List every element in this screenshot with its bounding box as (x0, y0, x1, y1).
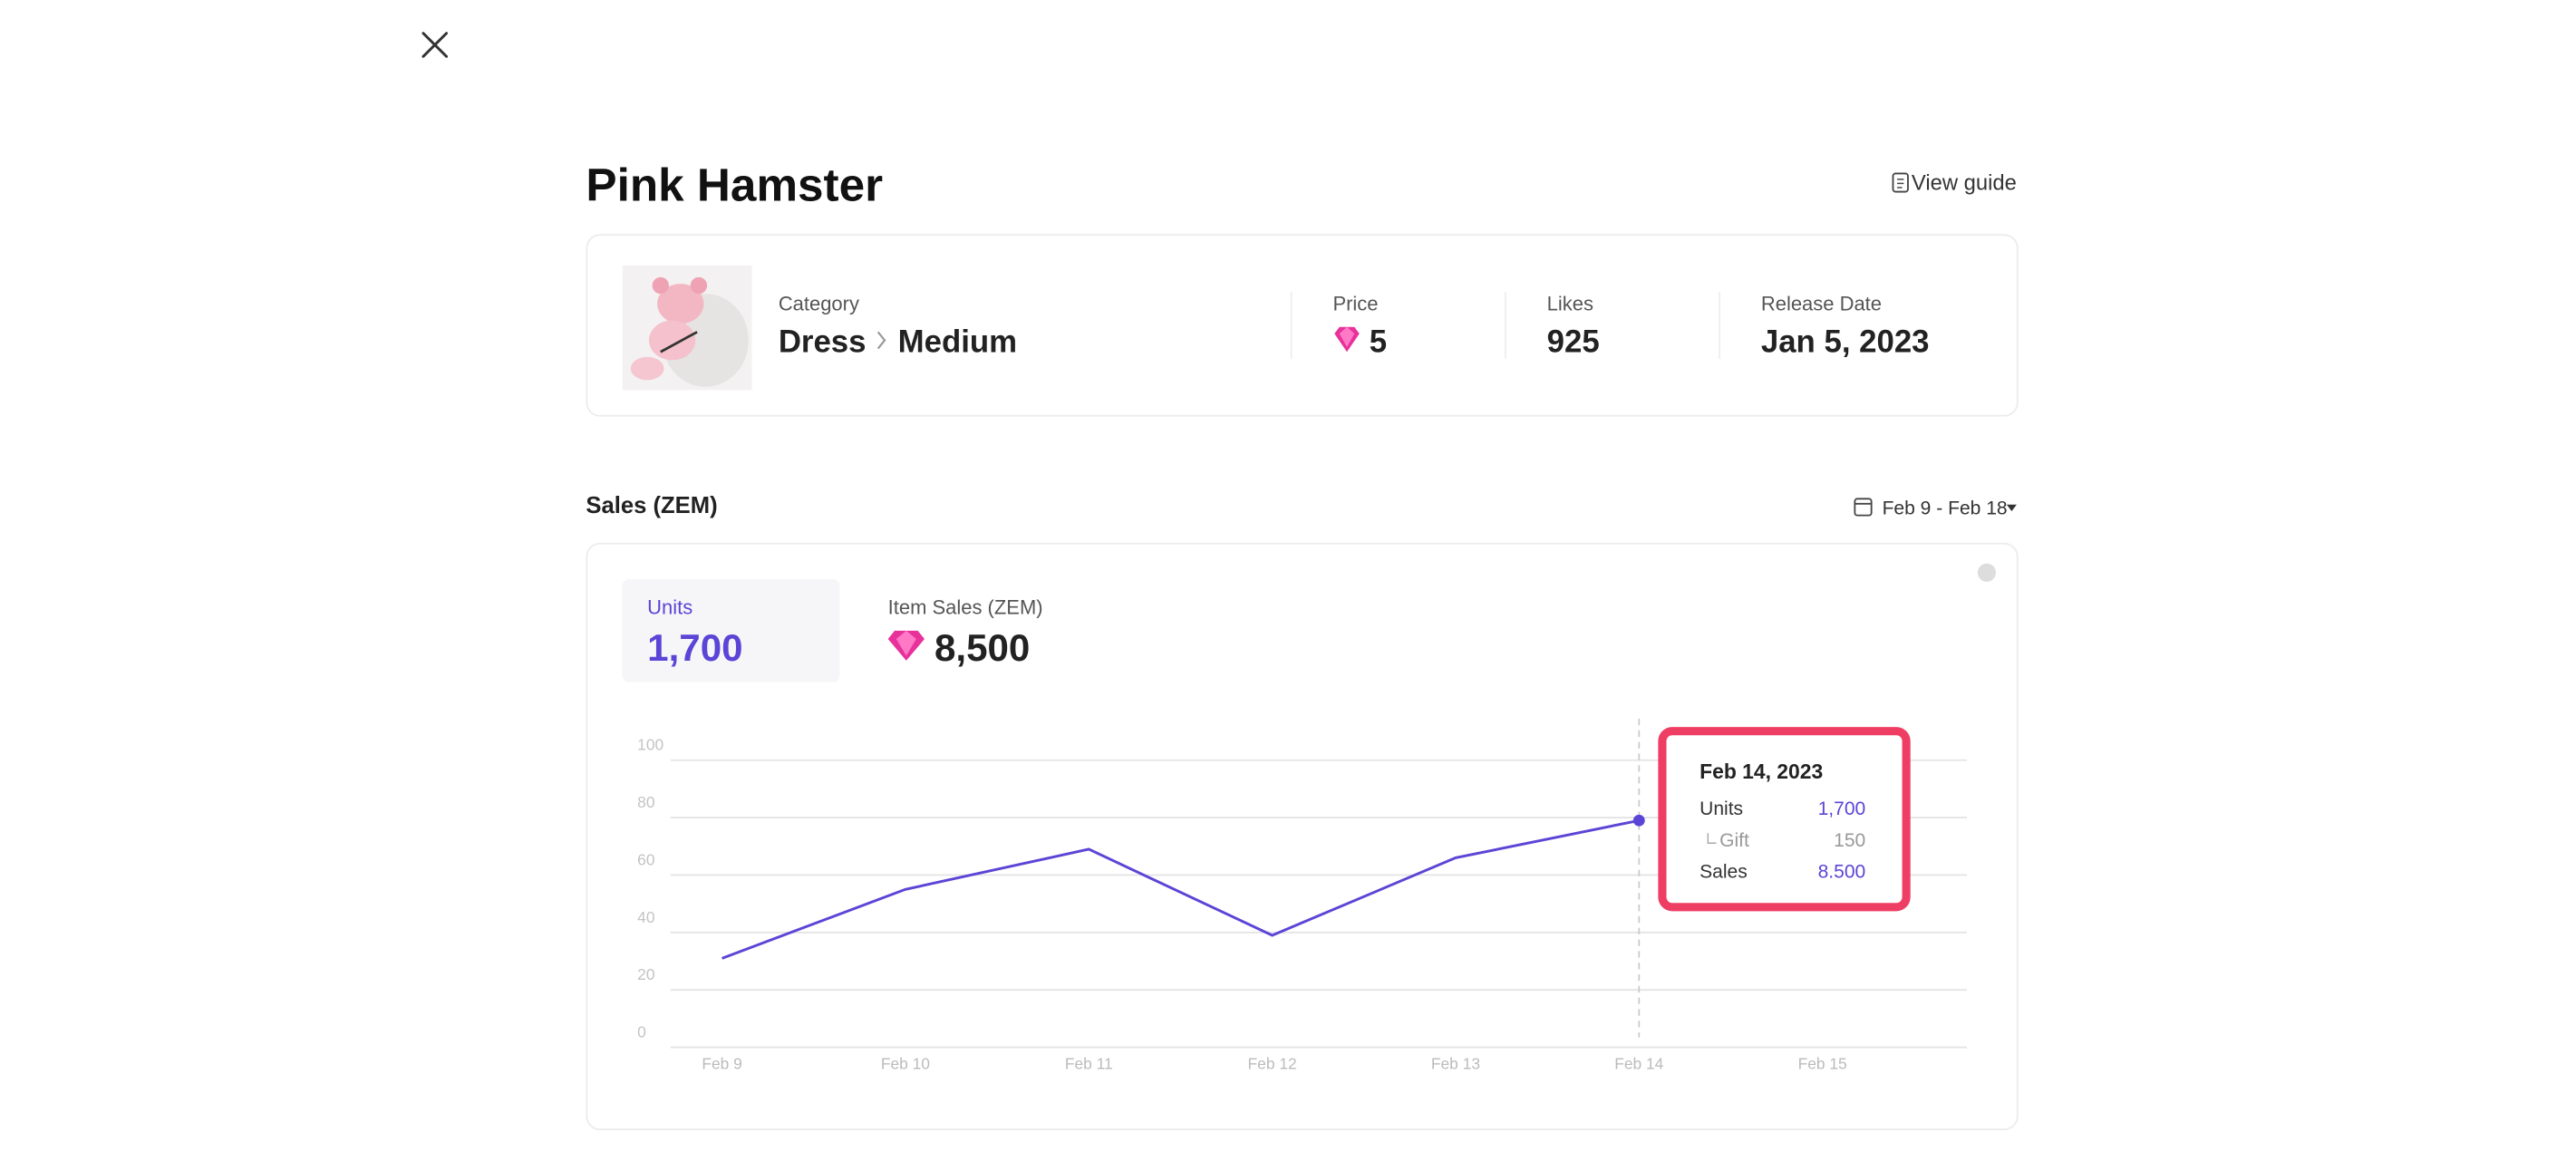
item-card (586, 234, 2019, 417)
x-tick-label: Feb 10 (881, 1054, 930, 1072)
x-tick-label: Feb 15 (1798, 1054, 1847, 1072)
y-tick-label: 40 (637, 908, 654, 926)
gem-highlight (896, 630, 916, 656)
item-image (622, 266, 752, 391)
x-tick-label: Feb 14 (1614, 1054, 1663, 1072)
tooltip-row-value: 150 (1834, 830, 1865, 851)
release-date: Jan 5, 2023 (1761, 324, 1930, 359)
tooltip-date: Feb 14, 2023 (1700, 760, 1823, 783)
item-sales-label: Item Sales (ZEM) (888, 596, 1043, 619)
subcategory: Medium (898, 324, 1017, 359)
hover-point (1632, 814, 1645, 827)
date-range-picker[interactable]: Feb 9 - Feb 18 (1854, 498, 2017, 519)
tooltip: Feb 14, 2023 Units 1,700 Gift 150 Sales … (1658, 727, 1911, 912)
page-title: Pink Hamster (586, 160, 883, 211)
likes: 925 (1547, 324, 1600, 359)
view-guide-label[interactable]: View guide (1912, 171, 2017, 196)
x-tick-label: Feb 12 (1248, 1054, 1297, 1072)
tooltip-row-value: 8.500 (1818, 862, 1866, 883)
units-tab[interactable] (622, 579, 840, 682)
price: 5 (1370, 324, 1387, 359)
units-total: 1,700 (647, 626, 742, 669)
date-range[interactable]: Feb 9 - Feb 18 (1883, 498, 2008, 519)
chevron (876, 331, 886, 350)
release-label: Release Date (1761, 292, 1882, 315)
tooltip-row-label: Sales (1700, 862, 1748, 883)
line (721, 818, 1640, 960)
tooltip-row-label: Gift (1719, 830, 1749, 851)
likes-label: Likes (1547, 292, 1593, 315)
x-tick-label: Feb 9 (702, 1054, 741, 1072)
tooltip-row-label: Units (1700, 798, 1743, 819)
x-tick-label: Feb 11 (1065, 1054, 1113, 1072)
tooltip-row-value: 1,700 (1818, 798, 1866, 819)
view-guide[interactable]: View guide (1892, 171, 2017, 196)
sales-title: Sales (ZEM) (586, 493, 717, 518)
gem-highlight (1339, 326, 1355, 347)
help-icon[interactable] (1977, 563, 1997, 582)
line-chart: 0 20 40 60 80 100 Feb 9 Feb 10 Feb 11 Feb 12 Feb 1… (637, 718, 1967, 1072)
chart-card (586, 542, 2019, 1131)
y-tick-label: 0 (637, 1023, 646, 1041)
y-tick-label: 20 (637, 965, 654, 983)
x-tick-label: Feb 13 (1431, 1054, 1480, 1072)
item-sales-total: 8,500 (935, 626, 1030, 669)
category-label: Category (779, 292, 859, 315)
y-tick-label: 80 (637, 793, 654, 811)
units-label: Units (647, 596, 692, 619)
price-label: Price (1332, 292, 1378, 315)
close-button[interactable] (421, 32, 449, 58)
y-tick-label: 100 (637, 736, 663, 754)
category: Dress (779, 324, 867, 359)
y-tick-label: 60 (637, 850, 654, 868)
